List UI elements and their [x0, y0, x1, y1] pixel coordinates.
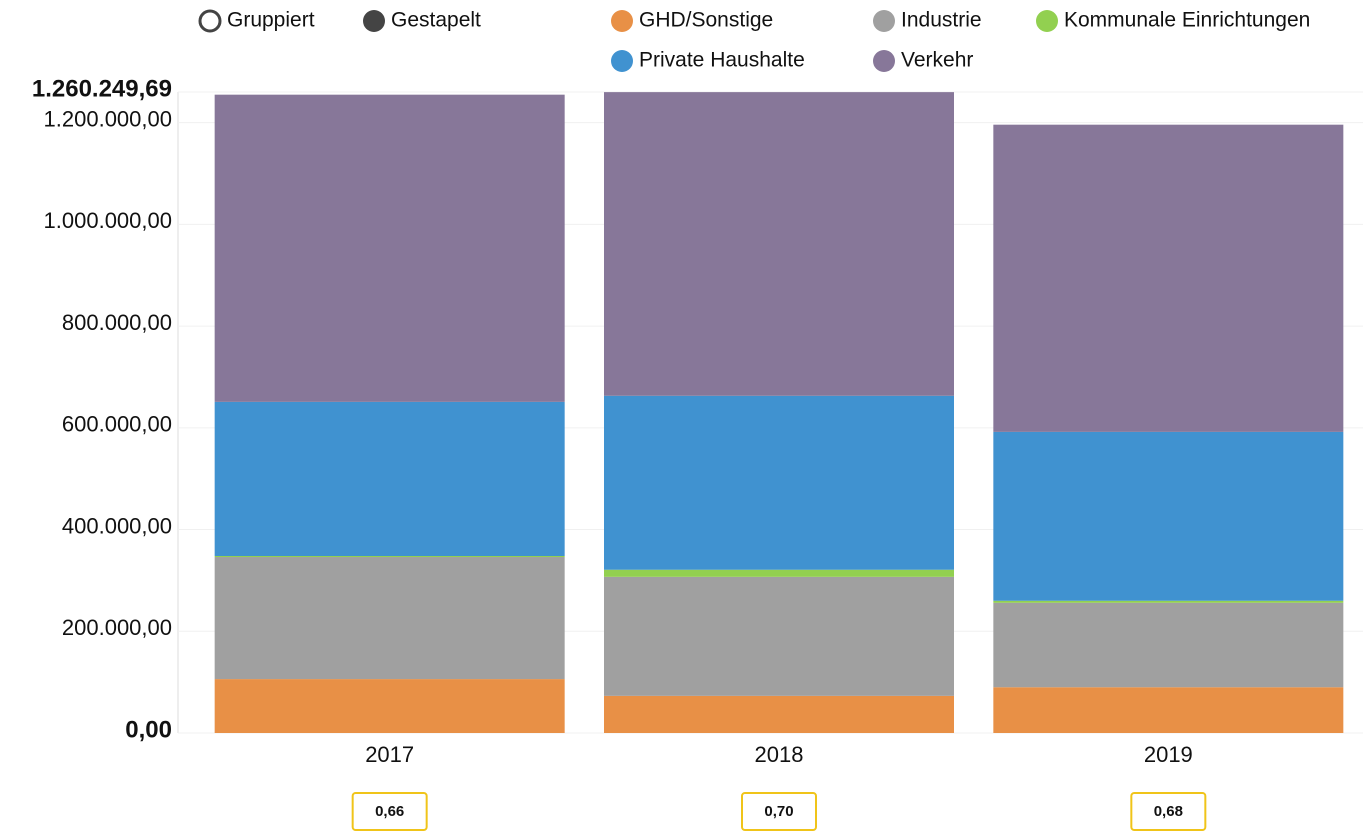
indicator-value: 0,70 [764, 803, 793, 820]
bar-segment [214, 557, 565, 680]
bar-segment [214, 555, 565, 558]
bar-segment [214, 401, 565, 556]
bar-segment [214, 679, 565, 733]
indicator-box [1130, 792, 1207, 831]
mode-radio[interactable] [198, 9, 222, 33]
legend-marker[interactable] [873, 50, 895, 72]
bar-segment [993, 431, 1344, 601]
mode-radio[interactable] [363, 10, 385, 32]
bar-segment [993, 687, 1344, 733]
mode-label[interactable]: Gestapelt [391, 9, 481, 32]
y-tick-label: 0,00 [125, 716, 172, 743]
y-tick-label: 200.000,00 [62, 615, 172, 640]
legend-label[interactable]: Industrie [901, 9, 982, 32]
x-tick-label: 2018 [755, 742, 804, 767]
bar-segment [604, 395, 954, 570]
mode-toggle[interactable]: Gestapelt [363, 9, 481, 32]
y-tick-label: 1.260.249,69 [32, 75, 172, 102]
bar-segment [604, 695, 954, 733]
y-tick-label: 800.000,00 [62, 310, 172, 335]
bar-segment [214, 94, 565, 402]
legend-label[interactable]: Kommunale Einrichtungen [1064, 9, 1310, 32]
y-tick-label: 1.000.000,00 [44, 208, 172, 233]
x-tick-label: 2017 [365, 742, 414, 767]
bar-segment [604, 92, 954, 396]
legend-marker[interactable] [1036, 10, 1058, 32]
bar-segment [993, 602, 1344, 688]
indicator-value: 0,66 [375, 803, 404, 820]
bar-segment [993, 124, 1344, 432]
legend-label[interactable]: GHD/Sonstige [639, 9, 773, 32]
legend-marker[interactable] [873, 10, 895, 32]
y-tick-label: 1.200.000,00 [44, 106, 172, 131]
y-tick-label: 600.000,00 [62, 412, 172, 437]
indicator-box [741, 792, 817, 831]
bar-segment [993, 600, 1344, 603]
legend-marker[interactable] [611, 10, 633, 32]
bar-segment [604, 569, 954, 577]
y-tick-label: 400.000,00 [62, 513, 172, 538]
x-tick-label: 2019 [1144, 742, 1193, 767]
mode-label[interactable]: Gruppiert [227, 9, 315, 32]
legend-label[interactable]: Verkehr [901, 49, 973, 72]
mode-toggle[interactable]: Gruppiert [198, 9, 315, 33]
indicator-value: 0,68 [1154, 803, 1183, 820]
legend-label[interactable]: Private Haushalte [639, 49, 805, 72]
indicator-box [351, 792, 428, 831]
bar-segment [604, 576, 954, 696]
legend-marker[interactable] [611, 50, 633, 72]
